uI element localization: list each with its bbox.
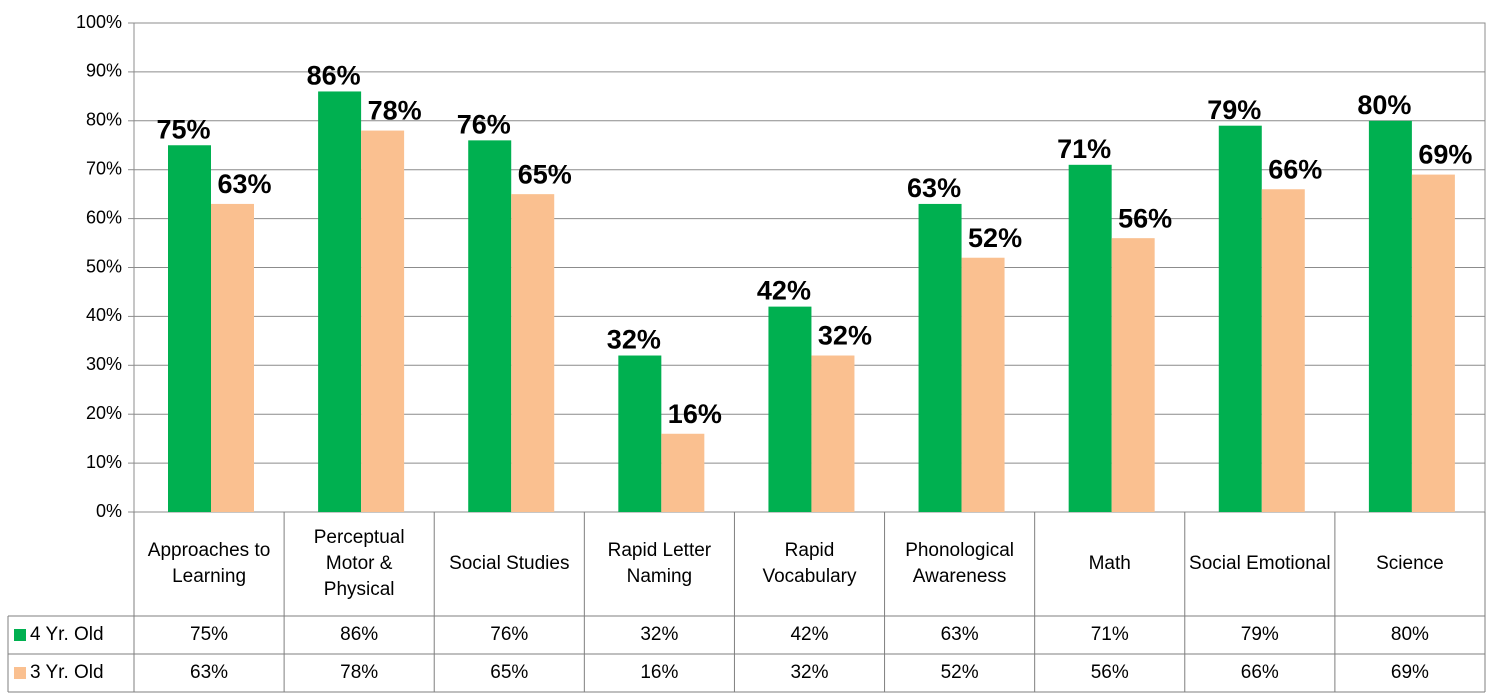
table-cell: 66% (1240, 662, 1279, 683)
table-cell: 63% (190, 662, 229, 683)
table-cell: 42% (790, 624, 829, 645)
data-label: 75% (156, 114, 210, 144)
table-cell: 56% (1090, 662, 1129, 683)
y-tick-label: 10% (86, 452, 122, 472)
legend-label: 4 Yr. Old (30, 624, 104, 645)
table-cell: 79% (1240, 624, 1279, 645)
table-cell: 32% (790, 662, 829, 683)
bar (468, 140, 512, 513)
data-label: 16% (668, 399, 722, 429)
data-label: 71% (1057, 134, 1111, 164)
bar (1068, 164, 1112, 512)
table-cell: 71% (1090, 624, 1129, 645)
bar (211, 203, 254, 512)
table-cell: 76% (490, 624, 529, 645)
legend-entry: 3 Yr. Old (8, 654, 134, 692)
legend-label: 3 Yr. Old (30, 662, 104, 683)
y-tick-label: 0% (96, 501, 122, 521)
bar (1218, 125, 1262, 512)
legend-swatch (14, 667, 26, 679)
bar (1411, 174, 1455, 512)
category-label: Rapid Letter Naming (607, 540, 712, 587)
y-tick-label: 50% (86, 256, 122, 276)
table-cell: 75% (190, 624, 229, 645)
bar (768, 306, 812, 512)
data-label: 32% (607, 325, 661, 355)
data-label: 65% (518, 159, 572, 189)
y-tick-label: 80% (86, 110, 122, 130)
data-label: 32% (818, 321, 872, 351)
category-label: Phonological Awareness (905, 540, 1014, 587)
bar (361, 130, 405, 512)
data-label: 80% (1357, 90, 1411, 120)
legend-entry: 4 Yr. Old (8, 616, 134, 654)
data-label: 69% (1418, 140, 1472, 170)
data-label: 76% (457, 109, 511, 139)
bar (961, 257, 1005, 512)
table-cell: 63% (940, 624, 979, 645)
data-label: 78% (368, 96, 422, 126)
bar (1261, 189, 1305, 512)
data-label: 66% (1268, 154, 1322, 184)
legend-swatch (14, 629, 26, 641)
table-cell: 52% (940, 662, 979, 683)
table-cell: 16% (640, 662, 679, 683)
category-label: Perceptual Motor & Physical (313, 527, 405, 600)
bar (1111, 238, 1155, 512)
table-cell: 78% (340, 662, 379, 683)
table-cell: 69% (1390, 662, 1429, 683)
y-tick-label: 90% (86, 61, 122, 81)
bar (511, 194, 555, 512)
bar (318, 91, 362, 513)
data-label: 52% (968, 223, 1022, 253)
y-tick-label: 20% (86, 403, 122, 423)
y-tick-label: 70% (86, 158, 122, 178)
category-label: Social Studies (449, 553, 570, 574)
bar (1368, 120, 1412, 513)
bar (618, 355, 662, 512)
table-cell: 65% (490, 662, 529, 683)
table-cell: 32% (640, 624, 679, 645)
data-label: 42% (757, 276, 811, 306)
data-label: 86% (307, 61, 361, 91)
data-label: 79% (1207, 95, 1261, 125)
category-label: Social Emotional (1189, 553, 1331, 574)
category-label: Rapid Vocabulary (762, 540, 857, 587)
data-label: 63% (217, 169, 271, 199)
data-label: 63% (907, 173, 961, 203)
category-label: Science (1376, 553, 1444, 574)
bar (168, 145, 211, 512)
data-label: 56% (1118, 203, 1172, 233)
category-label: Math (1088, 553, 1131, 574)
table-cell: 86% (340, 624, 379, 645)
y-tick-label: 100% (76, 12, 122, 32)
y-tick-label: 40% (86, 305, 122, 325)
category-label: Approaches to Learning (147, 540, 271, 587)
y-tick-label: 30% (86, 354, 122, 374)
bar (811, 355, 855, 512)
bar (661, 433, 705, 512)
bar (918, 203, 962, 512)
y-tick-label: 60% (86, 207, 122, 227)
table-cell: 80% (1390, 624, 1429, 645)
